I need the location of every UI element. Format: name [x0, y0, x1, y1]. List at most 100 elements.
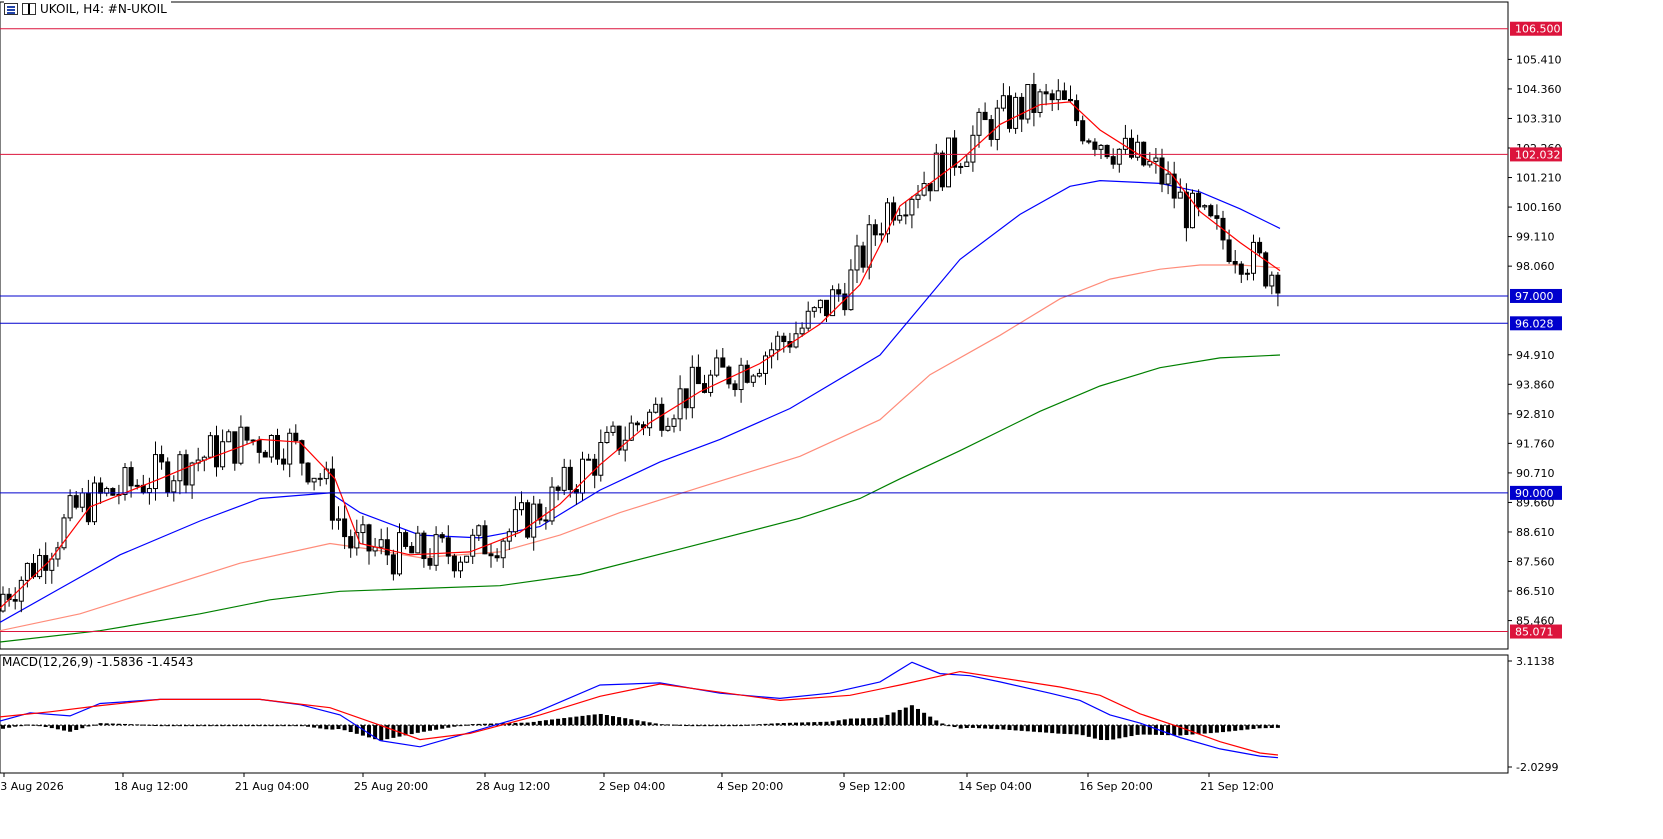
macd-histogram-bar — [916, 708, 920, 726]
candle-body — [750, 375, 756, 383]
macd-histogram-bar — [238, 725, 243, 727]
candle-body — [1043, 91, 1049, 95]
macd-histogram-bar — [714, 725, 719, 727]
candle-body — [763, 355, 768, 374]
macd-histogram-bar — [177, 725, 182, 727]
candle-body — [1080, 120, 1086, 142]
macd-histogram-bar — [678, 724, 683, 726]
macd-histogram-bar — [147, 724, 152, 726]
candle-body — [500, 540, 506, 559]
candle-body — [580, 458, 585, 494]
macd-histogram-bar — [232, 725, 237, 727]
candle-body — [1116, 148, 1122, 165]
candle-body — [378, 539, 384, 548]
macd-histogram-bar — [1135, 725, 1140, 735]
candle-body — [128, 467, 134, 487]
candle-body — [1214, 215, 1220, 219]
price-level-tag — [1510, 624, 1562, 639]
macd-histogram-bar — [684, 725, 689, 727]
macd-histogram-bar — [464, 724, 469, 726]
macd-histogram-bar — [806, 722, 811, 726]
candle-body — [891, 202, 897, 221]
macd-histogram-bar — [867, 718, 872, 726]
price-level-tag — [1510, 147, 1562, 162]
macd-histogram-bar — [537, 720, 542, 726]
candle-body — [1171, 173, 1177, 199]
macd-histogram-bar — [1080, 725, 1085, 736]
macd-tick-label: 3.1138 — [1516, 655, 1555, 668]
candle-body — [18, 579, 24, 602]
macd-histogram-bar — [409, 725, 414, 735]
candle-body — [659, 403, 665, 431]
macd-histogram-bar — [141, 724, 146, 726]
macd-histogram-bar — [1251, 725, 1256, 729]
macd-histogram-bar — [1086, 725, 1091, 737]
price-tick-label: 87.560 — [1516, 556, 1555, 569]
macd-histogram-bar — [842, 719, 847, 726]
candle-body — [1031, 84, 1037, 113]
macd-histogram-bar — [983, 725, 988, 729]
candle-body — [531, 503, 537, 538]
bar-chart-icon[interactable] — [4, 3, 18, 15]
candle-body — [1257, 241, 1263, 254]
candle-body — [1110, 156, 1116, 165]
macd-histogram-bar — [31, 724, 36, 726]
macd-histogram-bar — [421, 725, 426, 732]
macd-histogram-bar — [263, 725, 268, 727]
macd-histogram-bar — [428, 725, 432, 731]
macd-histogram-bar — [251, 725, 256, 727]
macd-histogram-bar — [763, 723, 768, 726]
candle-body — [738, 364, 744, 391]
macd-histogram-bar — [415, 725, 420, 733]
candle-body — [628, 422, 634, 441]
ma-medium-line — [0, 179, 1281, 623]
candle-body — [1183, 191, 1189, 229]
candle-body — [458, 561, 463, 572]
candle-body — [1165, 173, 1171, 185]
macd-histogram-bar — [336, 725, 341, 730]
candle-body — [549, 486, 555, 522]
macd-histogram-bar — [519, 722, 524, 726]
candle-body — [464, 555, 470, 563]
candle-body — [1049, 93, 1055, 101]
macd-histogram-bar — [342, 725, 347, 731]
candlestick-icon[interactable] — [22, 3, 36, 15]
macd-histogram-bar — [1263, 725, 1268, 729]
macd-histogram-bar — [1245, 725, 1250, 730]
macd-histogram-bar — [855, 718, 859, 726]
macd-histogram-bar — [964, 725, 969, 729]
macd-histogram-bar — [989, 725, 994, 729]
candle-body — [232, 431, 238, 464]
macd-histogram-bar — [1068, 725, 1073, 735]
macd-histogram-bar — [293, 725, 298, 727]
candle-body — [494, 555, 500, 559]
time-axis-label: 9 Sep 12:00 — [839, 780, 905, 793]
macd-histogram-bar — [275, 725, 280, 727]
macd-histogram-bar — [1269, 725, 1274, 728]
macd-histogram-bar — [123, 723, 127, 726]
macd-histogram-bar — [1178, 725, 1183, 736]
macd-histogram-bar — [861, 718, 866, 726]
candle-body — [384, 539, 390, 556]
candle-body — [799, 327, 805, 335]
candle-body — [250, 439, 256, 442]
candle-body — [1190, 192, 1195, 229]
macd-histogram-bar — [1074, 725, 1079, 735]
macd-histogram-bar — [598, 713, 603, 726]
candle-body — [1202, 205, 1208, 208]
macd-histogram-bar — [1202, 725, 1207, 734]
macd-histogram-bar — [659, 724, 664, 726]
candle-body — [329, 468, 335, 521]
macd-histogram-bar — [1123, 725, 1128, 738]
macd-histogram-bar — [641, 721, 646, 726]
macd-histogram-bar — [1233, 725, 1238, 731]
candle-body — [830, 289, 836, 317]
candle-body — [519, 502, 524, 511]
candle-body — [360, 524, 366, 534]
candle-body — [695, 366, 701, 385]
candle-body — [586, 458, 592, 461]
candle-body — [1086, 140, 1092, 143]
candle-body — [689, 366, 695, 409]
